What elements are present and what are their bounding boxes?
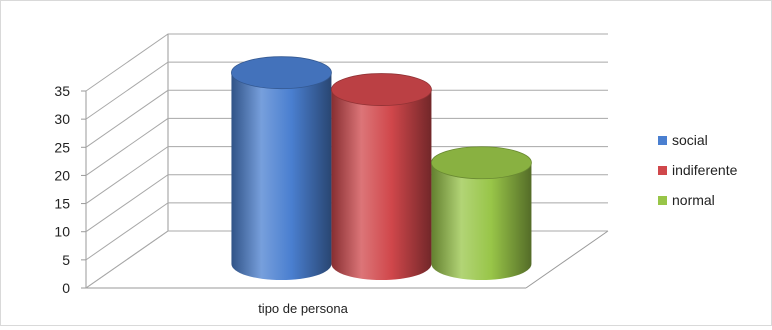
y-axis: 0 5 10 15 20 25 30 35 <box>54 83 86 296</box>
bar-indiferente <box>331 73 432 281</box>
y-tick-label: 20 <box>54 167 70 183</box>
bar-body-indiferente <box>331 89 432 281</box>
bar-normal <box>431 146 532 281</box>
bar-social <box>231 56 332 281</box>
legend-swatch-normal <box>658 196 667 205</box>
y-tick-label: 25 <box>54 139 70 155</box>
legend-label-normal: normal <box>672 192 715 208</box>
x-axis: tipo de persona <box>258 301 348 316</box>
chart-svg: 0 5 10 15 20 25 30 35 tipo de persona social ind… <box>54 33 738 316</box>
legend-swatch-indiferente <box>658 166 667 175</box>
bar-top-social <box>231 56 332 90</box>
bar-body-normal <box>431 162 532 281</box>
y-tick-label: 15 <box>54 196 70 212</box>
wall-edge-floor-right <box>525 230 609 289</box>
bar-top-indiferente <box>331 73 432 106</box>
bar-body-social <box>231 72 332 281</box>
legend-label-social: social <box>672 132 708 148</box>
bar-top-normal <box>431 146 532 180</box>
y-tick-label: 35 <box>54 83 70 99</box>
y-tick-label: 30 <box>54 111 70 127</box>
x-category-label: tipo de persona <box>258 301 348 316</box>
chart-legend: social indiferente normal <box>658 132 738 208</box>
y-tick-label: 10 <box>54 224 70 240</box>
legend-swatch-social <box>658 136 667 145</box>
gridline <box>85 33 608 92</box>
chart-bars <box>231 56 532 281</box>
gridline <box>85 61 608 120</box>
legend-label-indiferente: indiferente <box>672 162 738 178</box>
chart-gridlines <box>85 33 608 289</box>
gridline <box>85 146 608 204</box>
y-tick-label: 0 <box>62 280 70 296</box>
y-tick-label: 5 <box>62 252 70 268</box>
gridline <box>85 89 608 148</box>
gridline <box>85 117 608 176</box>
